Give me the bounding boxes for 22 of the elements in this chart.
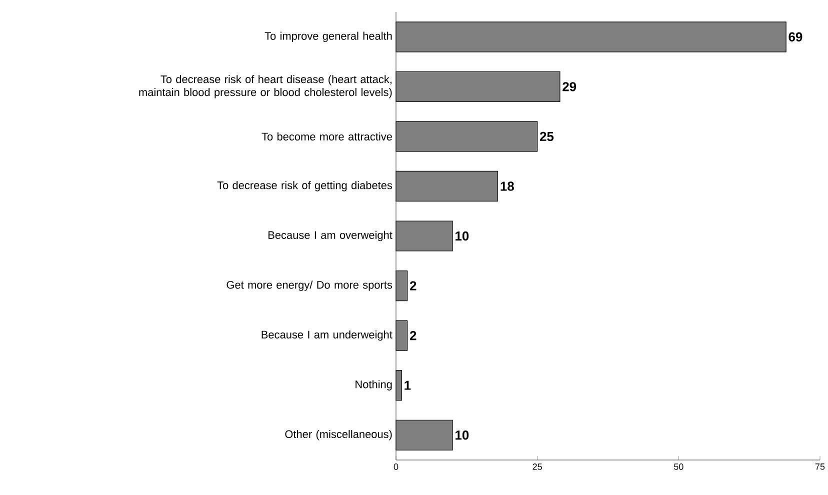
x-tick-label: 50 [674, 464, 684, 470]
data-label: 25 [540, 132, 554, 142]
data-label: 2 [410, 331, 416, 340]
data-label: 2 [410, 281, 416, 290]
y-tick-label: To decrease risk of heart disease (heart attack, maintain blood pressure or blood cholesterol levels) [139, 75, 392, 98]
y-tick-label: To become more attractive [262, 132, 392, 140]
data-label: 10 [456, 231, 469, 241]
data-label: 10 [456, 430, 469, 440]
data-label: 69 [788, 32, 802, 42]
y-tick-label: Get more energy/ Do more sports [226, 280, 392, 291]
data-label: 29 [562, 82, 576, 92]
y-tick-label: Other (miscellaneous) [285, 430, 392, 440]
x-tick-label: 75 [815, 464, 825, 470]
y-tick-label: Because I am overweight [268, 230, 392, 242]
y-tick-label: Because I am underweight [262, 330, 392, 341]
y-tick-label: Nothing [356, 380, 392, 390]
y-tick-label: To improve general health [264, 32, 392, 42]
x-tick-label: 0 [394, 464, 398, 470]
y-tick-label: To decrease risk of getting diabetes [217, 181, 392, 192]
data-label: 18 [500, 182, 514, 191]
x-tick-label: 25 [532, 464, 542, 470]
data-label: 1 [404, 380, 411, 390]
